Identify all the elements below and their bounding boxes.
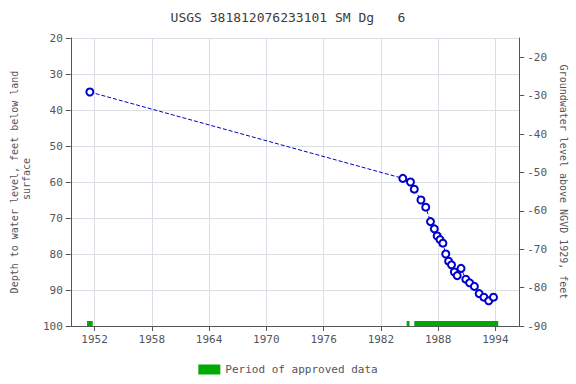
svg-text:1958: 1958	[139, 333, 166, 346]
svg-text:1970: 1970	[253, 333, 280, 346]
svg-text:-20: -20	[527, 51, 547, 64]
svg-text:1964: 1964	[196, 333, 223, 346]
svg-text:100: 100	[43, 320, 63, 333]
svg-text:30: 30	[50, 68, 63, 81]
svg-text:Depth to water level, feet bel: Depth to water level, feet below land	[9, 71, 20, 294]
svg-text:Period of approved data: Period of approved data	[225, 363, 377, 376]
svg-text:-50: -50	[527, 166, 547, 179]
svg-text:-30: -30	[527, 89, 547, 102]
svg-text:-70: -70	[527, 243, 547, 256]
svg-text:1976: 1976	[310, 333, 337, 346]
svg-text:70: 70	[50, 212, 63, 225]
svg-text:90: 90	[50, 284, 63, 297]
svg-text:-80: -80	[527, 281, 547, 294]
svg-text:-40: -40	[527, 128, 547, 141]
svg-text:60: 60	[50, 176, 63, 189]
svg-text:1952: 1952	[81, 333, 108, 346]
svg-text:-90: -90	[527, 320, 547, 333]
svg-text:1994: 1994	[482, 333, 509, 346]
svg-text:40: 40	[50, 104, 63, 117]
svg-text:USGS 381812076233101 SM Dg 6: USGS 381812076233101 SM Dg 6	[171, 10, 406, 25]
svg-text:80: 80	[50, 248, 63, 261]
svg-text:20: 20	[50, 32, 63, 45]
svg-text:surface: surface	[21, 158, 32, 206]
svg-text:1988: 1988	[425, 333, 452, 346]
svg-text:-60: -60	[527, 204, 547, 217]
svg-text:Groundwater level above NGVD 1: Groundwater level above NGVD 1929, feet	[558, 65, 569, 300]
svg-text:1982: 1982	[368, 333, 395, 346]
svg-text:50: 50	[50, 140, 63, 153]
